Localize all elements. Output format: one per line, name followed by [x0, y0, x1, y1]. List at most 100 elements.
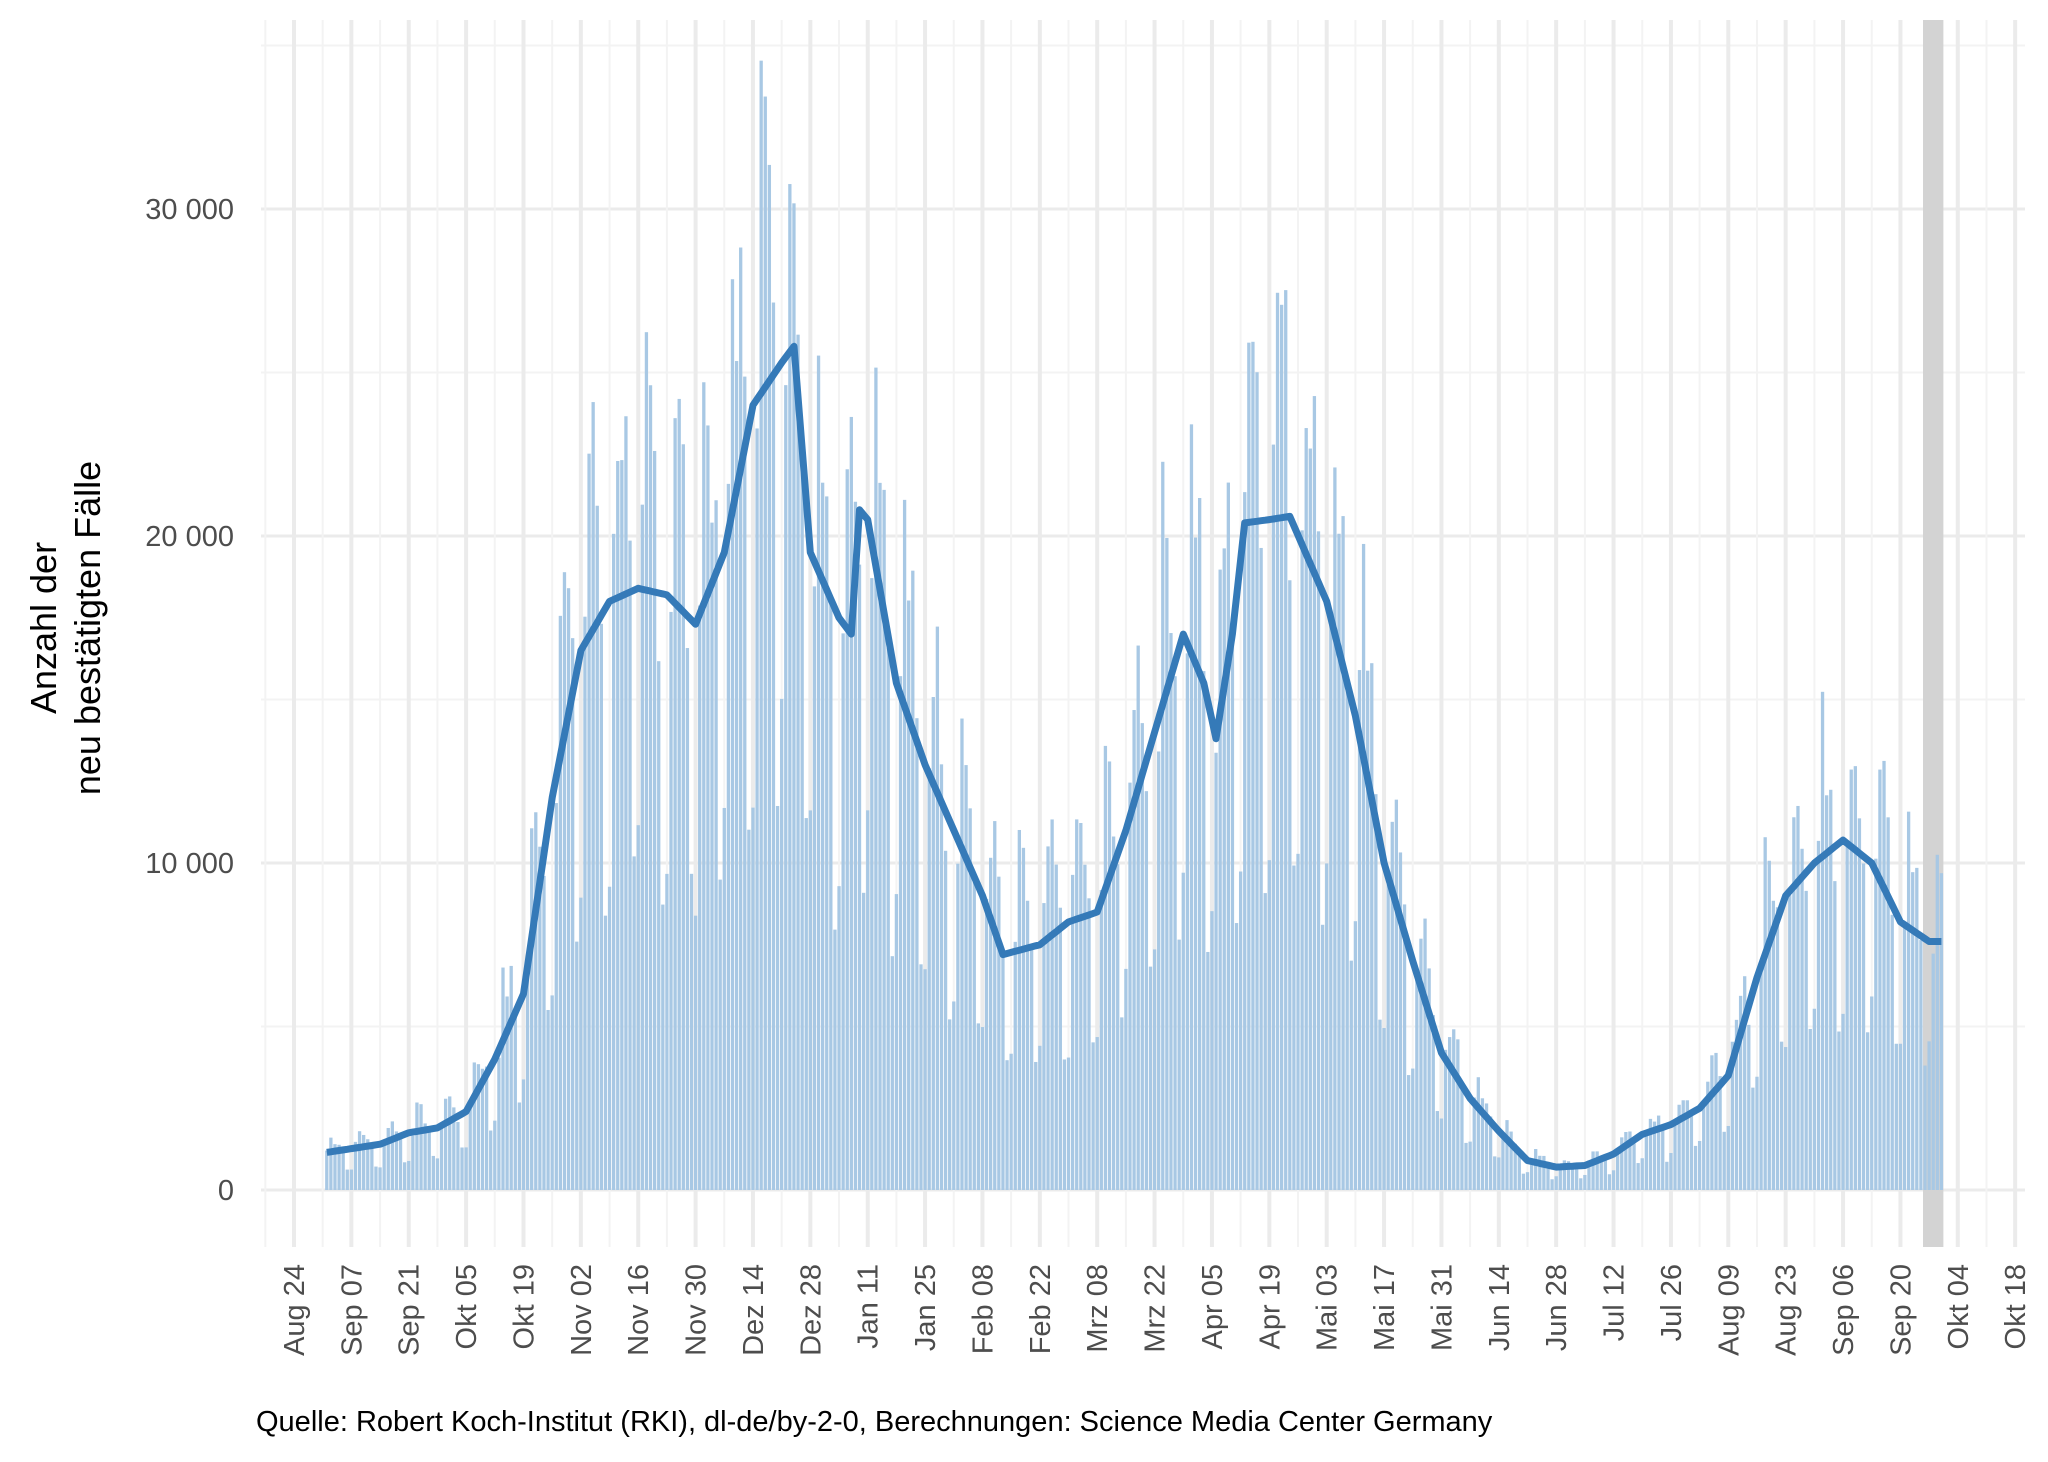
daily-case-bar — [374, 1166, 378, 1190]
daily-case-bar — [1169, 633, 1173, 1190]
daily-case-bar — [853, 501, 858, 1190]
y-tick-label: 30 000 — [145, 194, 234, 226]
x-tick-label: Jan 25 — [910, 1264, 942, 1351]
daily-case-bar — [624, 416, 628, 1190]
daily-case-bar — [849, 416, 853, 1190]
daily-case-bar — [1230, 624, 1235, 1190]
daily-case-bar — [911, 570, 915, 1190]
x-tick-label: Jul 26 — [1656, 1264, 1688, 1341]
daily-case-bar — [866, 810, 870, 1190]
daily-case-bar — [1124, 968, 1128, 1190]
daily-case-bar — [1919, 940, 1923, 1190]
daily-case-bar — [870, 578, 874, 1190]
daily-case-bar — [1009, 1053, 1013, 1190]
daily-case-bar — [759, 60, 763, 1190]
daily-case-bar — [1152, 949, 1157, 1190]
daily-case-bar — [1361, 543, 1366, 1190]
daily-case-bar — [763, 96, 767, 1191]
x-tick-label: Apr 05 — [1197, 1264, 1229, 1349]
daily-case-bar — [1161, 461, 1165, 1190]
daily-case-bar — [898, 676, 903, 1190]
daily-case-bar — [394, 1131, 399, 1190]
daily-case-bar — [370, 1142, 374, 1190]
daily-case-bar — [718, 879, 722, 1190]
daily-case-bar — [407, 1160, 411, 1190]
daily-case-bar — [1906, 811, 1911, 1190]
daily-case-bar — [439, 1123, 444, 1190]
daily-case-bar — [1407, 1075, 1411, 1190]
daily-case-bar — [1005, 1060, 1009, 1190]
daily-case-bar — [1251, 341, 1255, 1190]
daily-case-bar — [1534, 1149, 1538, 1190]
daily-case-bar — [1935, 854, 1939, 1190]
daily-case-bar — [575, 941, 579, 1190]
daily-case-bar — [1738, 995, 1743, 1190]
daily-case-bar — [329, 1137, 333, 1190]
daily-case-bar — [1447, 1037, 1452, 1190]
daily-case-bar — [468, 1105, 472, 1190]
daily-case-bar — [1845, 840, 1849, 1190]
daily-case-bar — [1181, 872, 1185, 1190]
daily-case-bar — [1697, 1140, 1702, 1190]
daily-case-bar — [1816, 840, 1821, 1190]
x-tick-label: Nov 30 — [681, 1264, 713, 1356]
daily-case-bar — [816, 355, 821, 1190]
daily-case-bar — [571, 638, 575, 1190]
daily-case-bar — [939, 764, 944, 1190]
daily-case-bar — [1595, 1151, 1599, 1190]
daily-case-bar — [1771, 900, 1776, 1190]
daily-case-bar — [1025, 900, 1030, 1190]
daily-case-bar — [1165, 537, 1169, 1190]
x-tick-label: Aug 24 — [279, 1264, 311, 1356]
daily-case-bar — [788, 184, 792, 1190]
daily-case-bar — [505, 996, 509, 1190]
daily-case-bar — [1902, 928, 1907, 1190]
daily-case-bar — [640, 504, 644, 1191]
daily-case-bar — [1292, 865, 1296, 1190]
daily-case-bar — [648, 385, 653, 1190]
daily-case-bar — [1255, 372, 1259, 1191]
daily-case-bar — [673, 418, 677, 1190]
daily-case-bar — [964, 765, 968, 1190]
x-tick-label: Mrz 08 — [1082, 1264, 1114, 1353]
daily-case-bar — [415, 1102, 419, 1190]
daily-case-bar — [353, 1141, 358, 1190]
daily-case-bar — [1587, 1160, 1591, 1190]
x-tick-label: Okt 19 — [508, 1264, 540, 1349]
daily-case-bar — [1665, 1161, 1669, 1190]
daily-case-bar — [1320, 924, 1325, 1190]
daily-case-bar — [1796, 805, 1800, 1190]
daily-case-bar — [1542, 1155, 1546, 1190]
daily-case-bar — [1148, 966, 1153, 1190]
daily-case-bar — [1107, 761, 1112, 1190]
daily-case-bar — [878, 482, 882, 1191]
daily-case-bar — [915, 718, 919, 1190]
daily-case-bar — [1710, 1055, 1714, 1190]
daily-case-bar — [345, 1169, 349, 1190]
daily-case-bar — [1763, 837, 1767, 1190]
daily-case-bar — [1661, 1128, 1665, 1190]
y-axis-label-line-2: neu bestätigten Fälle — [67, 461, 108, 795]
daily-case-bar — [1886, 817, 1890, 1190]
daily-case-bar — [812, 586, 817, 1190]
daily-case-bar — [1271, 444, 1276, 1190]
daily-case-bar — [1288, 580, 1292, 1190]
daily-case-bar — [1423, 918, 1427, 1190]
daily-case-bar — [616, 461, 620, 1191]
daily-case-bar — [1931, 953, 1935, 1190]
daily-case-bar — [603, 915, 608, 1190]
y-tick-label: 10 000 — [145, 848, 234, 880]
daily-case-bar — [1484, 1103, 1489, 1190]
daily-case-bar — [1878, 769, 1882, 1190]
daily-case-bar — [1210, 911, 1214, 1190]
daily-case-bar — [739, 247, 743, 1191]
daily-case-bar — [1087, 898, 1091, 1190]
daily-case-bar — [480, 1068, 485, 1190]
daily-case-bar — [1874, 858, 1878, 1190]
daily-case-bar — [693, 915, 698, 1190]
daily-case-bar — [1837, 1031, 1841, 1190]
daily-case-bar — [657, 661, 661, 1190]
daily-case-bar — [1050, 819, 1054, 1190]
daily-case-bar — [956, 863, 960, 1190]
daily-case-bar — [1029, 947, 1034, 1190]
